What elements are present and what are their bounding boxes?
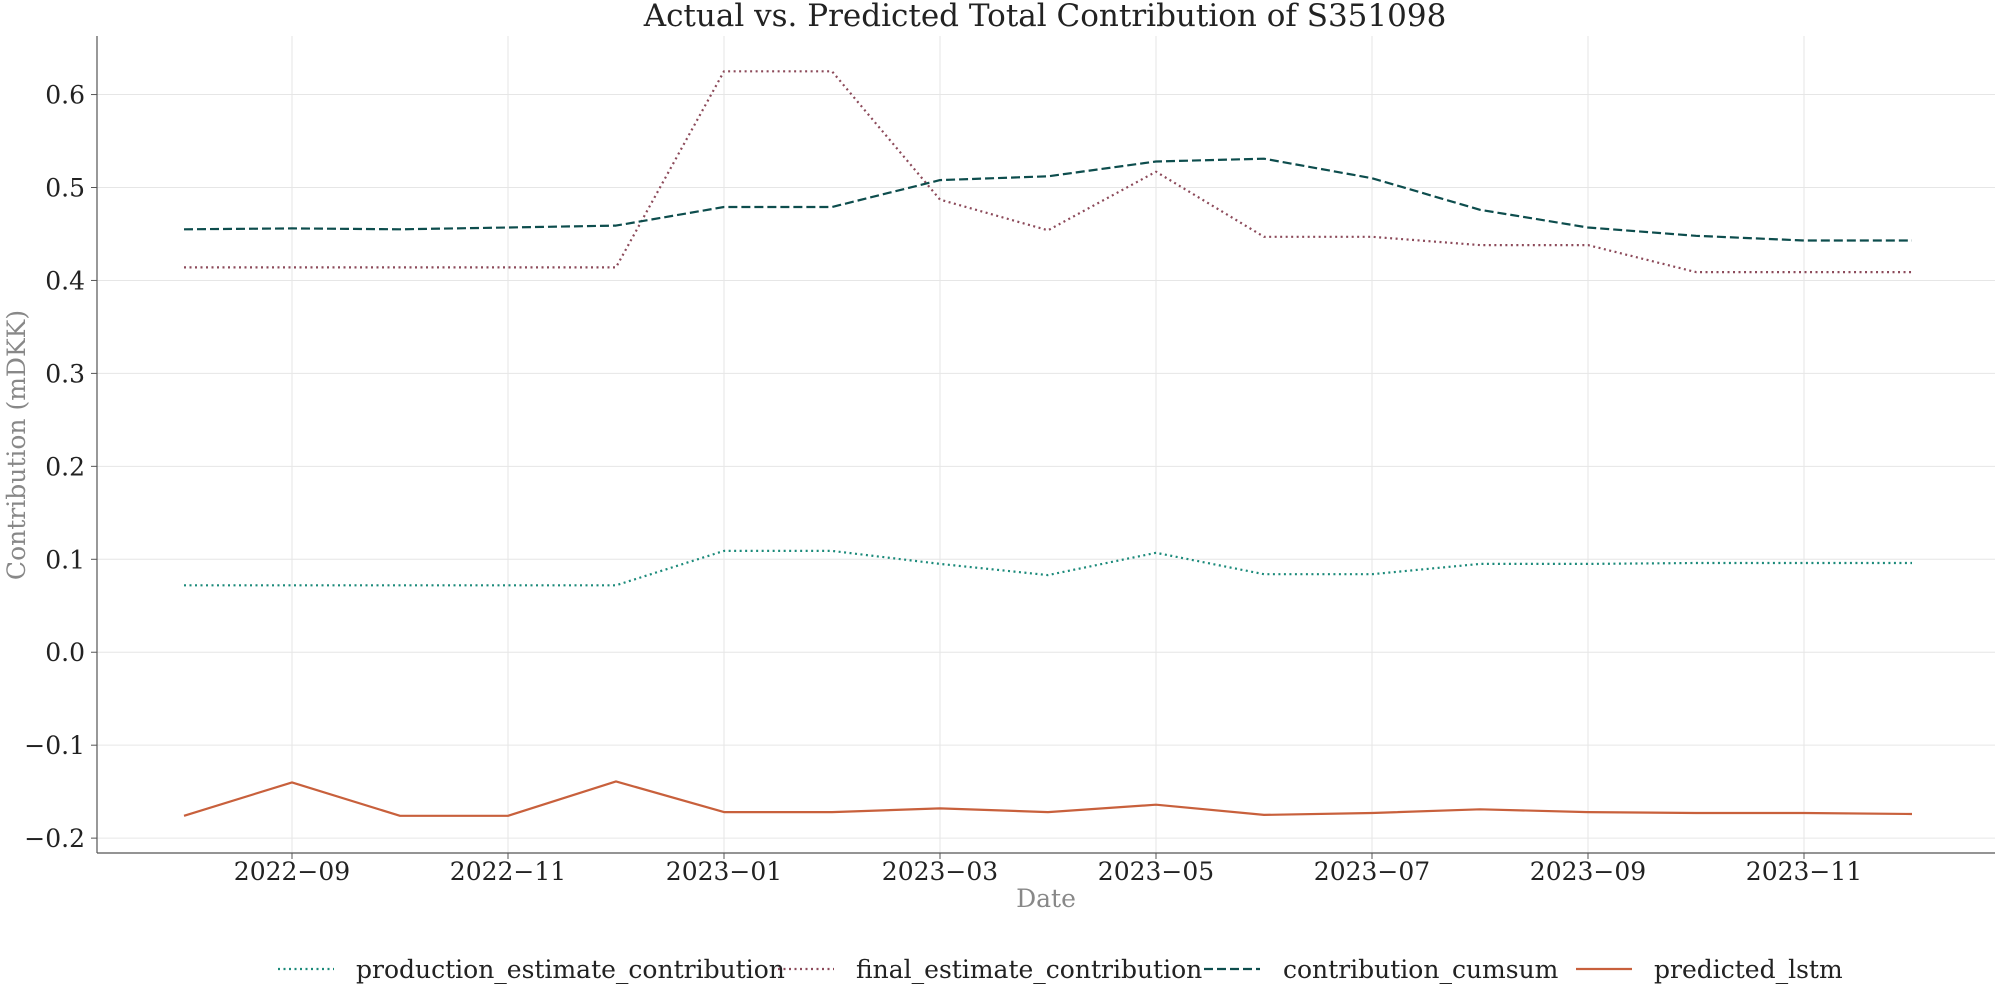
x-tick-label: 2023−11 [1746, 857, 1862, 886]
x-axis-ticks: 2022−09 2022−11 2023−01 2023−03 2023−05 2023−… [234, 853, 1862, 886]
y-tick-label: 0.6 [45, 81, 85, 110]
x-tick-label: 2023−03 [882, 857, 998, 886]
x-tick-label: 2022−09 [234, 857, 350, 886]
grid [97, 36, 1995, 853]
legend-label: predicted_lstm [1654, 955, 1843, 984]
y-tick-label: −0.2 [24, 824, 85, 853]
legend-label: production_estimate_contribution [356, 955, 785, 984]
legend-label: final_estimate_contribution [856, 955, 1202, 984]
legend-label: contribution_cumsum [1283, 955, 1559, 984]
x-axis-title: Date [1016, 884, 1076, 913]
x-tick-label: 2023−07 [1314, 857, 1430, 886]
series-line-final-estimate-contribution [184, 70, 1912, 274]
x-tick-label: 2023−09 [1530, 857, 1646, 886]
series-lines [183, 70, 1913, 817]
y-tick-label: 0.1 [45, 545, 85, 574]
y-tick-label: 0.4 [45, 266, 85, 295]
y-tick-label: 0.2 [45, 452, 85, 481]
series-line-predicted-lstm [183, 780, 1913, 817]
y-axis-ticks: −0.2 −0.1 0.0 0.1 0.2 0.3 0.4 0.5 0.6 [24, 81, 97, 853]
series-line-production-estimate-contribution [184, 549, 1912, 587]
legend: production_estimate_contribution final_es… [278, 955, 1843, 984]
y-tick-label: 0.5 [45, 174, 85, 203]
y-tick-label: 0.3 [45, 359, 85, 388]
chart-title: Actual vs. Predicted Total Contribution … [643, 0, 1447, 34]
series-line-contribution-cumsum [183, 157, 1912, 242]
x-tick-label: 2022−11 [450, 857, 566, 886]
y-axis-title: Contribution (mDKK) [2, 310, 31, 580]
x-tick-label: 2023−01 [666, 857, 782, 886]
x-tick-label: 2023−05 [1098, 857, 1214, 886]
y-tick-label: 0.0 [45, 638, 85, 667]
y-tick-label: −0.1 [24, 731, 85, 760]
